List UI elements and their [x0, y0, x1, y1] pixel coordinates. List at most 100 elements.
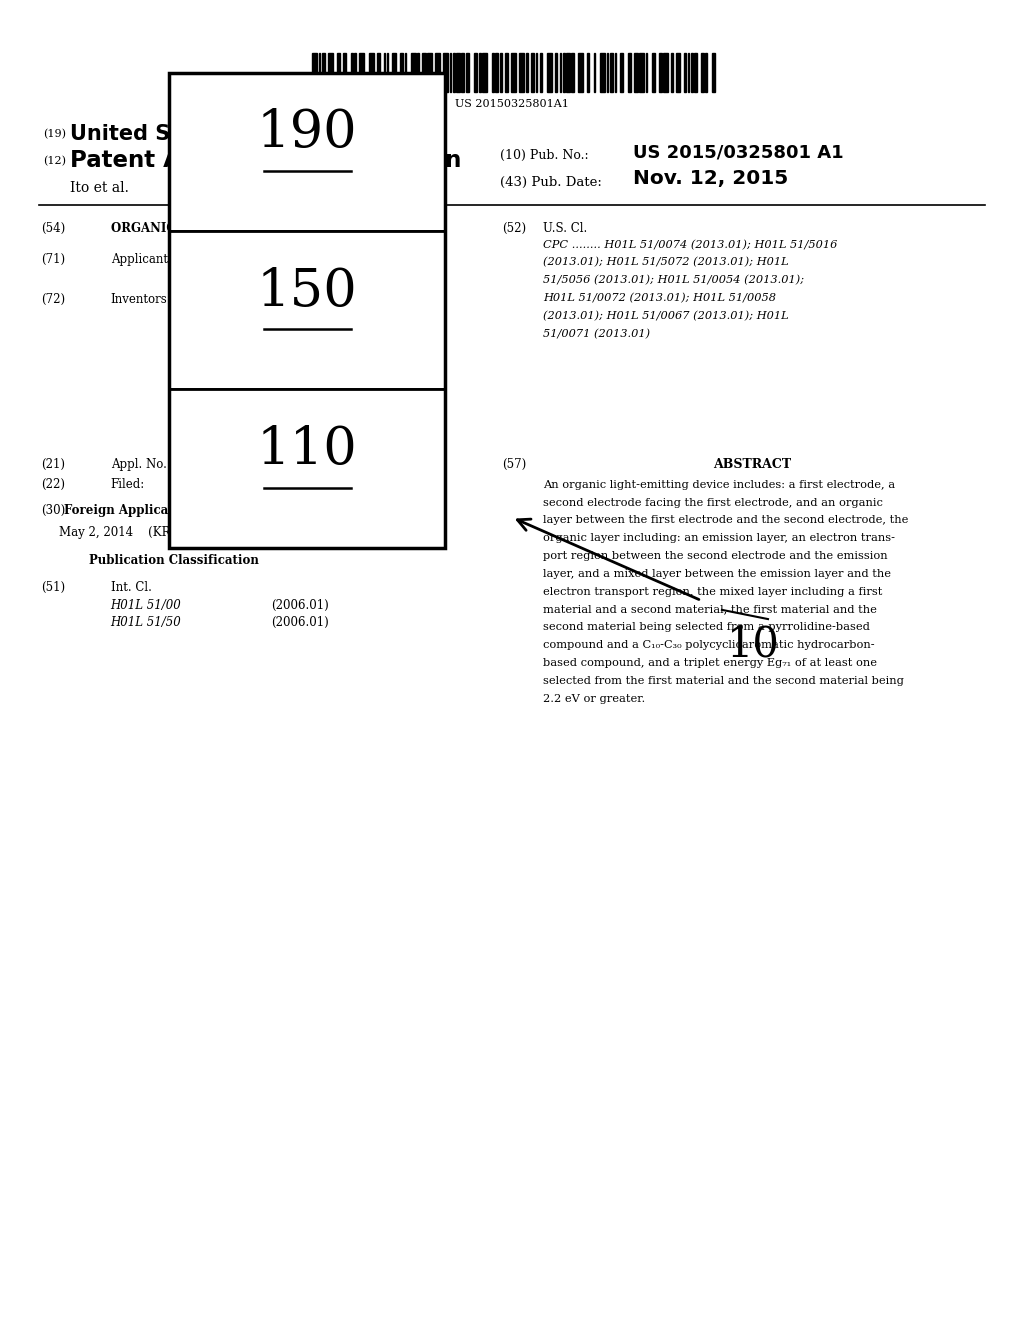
Bar: [474, 53, 477, 92]
Bar: [694, 53, 697, 92]
Text: Filed:: Filed:: [111, 478, 144, 491]
Text: US 20150325801A1: US 20150325801A1: [455, 99, 569, 110]
Bar: [691, 53, 692, 92]
Bar: [322, 53, 326, 92]
Text: (54): (54): [41, 222, 66, 235]
Text: United States: United States: [70, 124, 230, 144]
Bar: [555, 53, 557, 92]
Bar: [337, 53, 340, 92]
Text: based compound, and a triplet energy Eg₇₁ of at least one: based compound, and a triplet energy Eg₇…: [543, 659, 877, 668]
Text: (21): (21): [41, 458, 65, 471]
Bar: [684, 53, 686, 92]
Text: material and a second material, the first material and the: material and a second material, the firs…: [543, 605, 877, 615]
Bar: [511, 53, 516, 92]
Text: Ito et al.: Ito et al.: [70, 181, 128, 195]
Text: (43) Pub. Date:: (43) Pub. Date:: [500, 176, 601, 189]
Bar: [547, 53, 552, 92]
Bar: [628, 53, 631, 92]
Text: 51/0071 (2013.01): 51/0071 (2013.01): [543, 329, 650, 339]
Bar: [634, 53, 638, 92]
Bar: [578, 53, 583, 92]
Bar: [600, 53, 605, 92]
Bar: [664, 53, 669, 92]
Bar: [369, 53, 374, 92]
Text: ABSTRACT: ABSTRACT: [714, 458, 792, 471]
Bar: [536, 53, 538, 92]
Text: Jung-Sub Lee: Jung-Sub Lee: [184, 364, 273, 378]
Text: Int. Cl.: Int. Cl.: [111, 581, 152, 594]
Bar: [384, 53, 385, 92]
Text: (19): (19): [43, 129, 66, 140]
Bar: [614, 53, 616, 92]
Text: second electrode facing the first electrode, and an organic: second electrode facing the first electr…: [543, 498, 883, 508]
Bar: [526, 53, 527, 92]
Text: 190: 190: [257, 107, 357, 158]
Text: layer between the first electrode and the second electrode, the: layer between the first electrode and th…: [543, 516, 908, 525]
Bar: [329, 53, 334, 92]
Text: H01L 51/50: H01L 51/50: [111, 616, 181, 630]
Bar: [610, 53, 613, 92]
Bar: [377, 53, 380, 92]
Text: Patent Application Publication: Patent Application Publication: [70, 149, 461, 172]
Text: An organic light-emitting device includes: a first electrode, a: An organic light-emitting device include…: [543, 479, 895, 490]
Text: (22): (22): [41, 478, 65, 491]
Text: organic layer including: an emission layer, an electron trans-: organic layer including: an emission lay…: [543, 533, 895, 544]
Bar: [658, 53, 662, 92]
Text: (2013.01); H01L 51/5072 (2013.01); H01L: (2013.01); H01L 51/5072 (2013.01); H01L: [543, 257, 788, 268]
Text: Dec. 11, 2014: Dec. 11, 2014: [205, 478, 295, 491]
Bar: [672, 53, 673, 92]
Text: (57): (57): [502, 458, 526, 471]
Bar: [450, 53, 452, 92]
Text: H01L 51/0072 (2013.01); H01L 51/0058: H01L 51/0072 (2013.01); H01L 51/0058: [543, 293, 776, 304]
Bar: [354, 53, 356, 92]
Bar: [492, 53, 494, 92]
Text: (10) Pub. No.:: (10) Pub. No.:: [500, 149, 589, 162]
Text: SAMSUNG DISPLAY CO., LTD.,: SAMSUNG DISPLAY CO., LTD.,: [184, 253, 386, 267]
Text: Seul-Ong Kim: Seul-Ong Kim: [184, 312, 276, 323]
Text: Dong-Woo Shin: Dong-Woo Shin: [184, 346, 286, 359]
Text: (52): (52): [502, 222, 526, 235]
Text: Seul-Ong Kim, Yongin-City (KR);: Seul-Ong Kim, Yongin-City (KR);: [184, 312, 377, 323]
Bar: [422, 53, 426, 92]
Text: Naoyuki Ito, Yongin-City (KR);: Naoyuki Ito, Yongin-City (KR);: [184, 293, 365, 306]
Bar: [391, 53, 396, 92]
Bar: [453, 53, 455, 92]
Text: port region between the second electrode and the emission: port region between the second electrode…: [543, 552, 888, 561]
Bar: [652, 53, 655, 92]
Text: selected from the first material and the second material being: selected from the first material and the…: [543, 676, 903, 686]
Text: 150: 150: [257, 265, 357, 317]
Text: May 2, 2014    (KR) ........................ 10-2014-0053618: May 2, 2014 (KR) .......................…: [59, 527, 378, 539]
Bar: [418, 53, 419, 92]
Bar: [620, 53, 623, 92]
Text: US 2015/0325801 A1: US 2015/0325801 A1: [633, 144, 844, 162]
Text: Appl. No.:: Appl. No.:: [111, 458, 170, 471]
Bar: [427, 53, 432, 92]
Text: 110: 110: [257, 424, 357, 475]
Text: layer, and a mixed layer between the emission layer and the: layer, and a mixed layer between the emi…: [543, 569, 891, 579]
Text: 2.2 eV or greater.: 2.2 eV or greater.: [543, 694, 645, 704]
Bar: [645, 53, 647, 92]
Bar: [566, 53, 569, 92]
Text: Dong-Woo Shin, Yongin-City (KR);: Dong-Woo Shin, Yongin-City (KR);: [184, 346, 386, 359]
Text: H01L 51/00: H01L 51/00: [111, 599, 181, 611]
Bar: [169, 73, 445, 231]
Bar: [169, 231, 445, 389]
Bar: [318, 53, 321, 92]
Text: (2006.01): (2006.01): [271, 599, 329, 611]
Bar: [169, 73, 445, 548]
Bar: [541, 53, 542, 92]
Text: 51/5056 (2013.01); H01L 51/0054 (2013.01);: 51/5056 (2013.01); H01L 51/0054 (2013.01…: [543, 276, 804, 285]
Text: 14/567,986: 14/567,986: [230, 458, 304, 471]
Text: electron transport region, the mixed layer including a first: electron transport region, the mixed lay…: [543, 587, 882, 597]
Text: Naoyuki Ito: Naoyuki Ito: [184, 293, 261, 306]
Bar: [700, 53, 703, 92]
Text: (72): (72): [41, 293, 66, 306]
Bar: [351, 53, 353, 92]
Bar: [571, 53, 574, 92]
Text: CPC ........ H01L 51/0074 (2013.01); H01L 51/5016: CPC ........ H01L 51/0074 (2013.01); H01…: [543, 240, 837, 249]
Bar: [639, 53, 644, 92]
Text: (51): (51): [41, 581, 66, 594]
Text: Publication Classification: Publication Classification: [89, 554, 259, 568]
Text: Foreign Application Priority Data: Foreign Application Priority Data: [63, 504, 285, 517]
Text: Applicant:: Applicant:: [111, 253, 172, 267]
